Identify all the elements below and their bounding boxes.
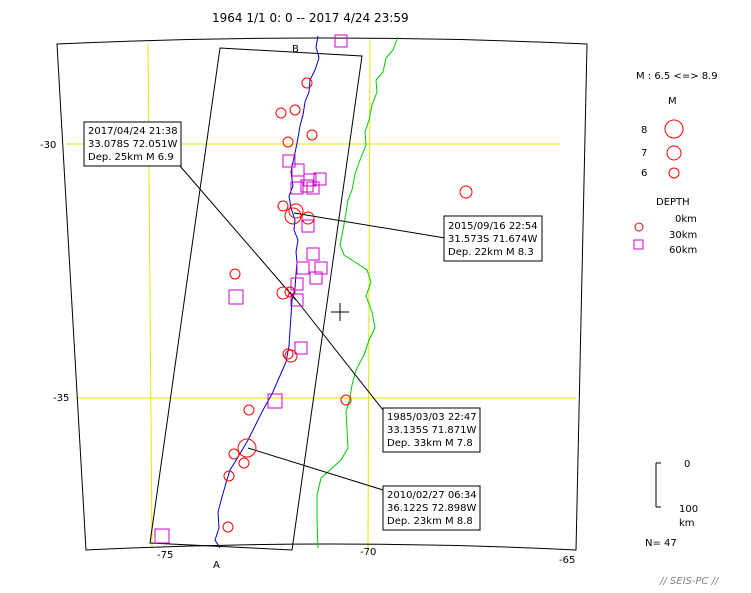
legend-mag-7-label: 7: [641, 148, 647, 159]
legend-mag-6-symbol: [668, 167, 680, 179]
event-deep-13: [290, 277, 304, 291]
cross-section-box: [149, 47, 363, 551]
callout-2010[interactable]: 2010/02/27 06:34 36.122S 72.898W Dep. 23…: [382, 485, 481, 531]
lon-label-70: -70: [360, 547, 376, 558]
event-deep-18: [154, 528, 170, 544]
callout-2010-depth-mag: Dep. 23km M 8.8: [387, 516, 473, 527]
event-shallow-4: [282, 136, 294, 148]
callout-2017[interactable]: 2017/04/24 21:38 33.078S 72.051W Dep. 25…: [83, 121, 182, 167]
event-shallow-7: [284, 207, 302, 225]
event-shallow-17: [237, 438, 257, 458]
map-title: 1964 1/1 0: 0 -- 2017 4/24 23:59: [212, 11, 409, 25]
event-deep-7: [306, 181, 320, 195]
callout-2017-coords: 33.078S 72.051W: [88, 139, 178, 150]
event-shallow-8: [301, 211, 315, 225]
event-shallow-1: [275, 107, 287, 119]
depth-scale-bar: [655, 462, 661, 508]
callout-2015-coords: 31.573S 71.674W: [448, 234, 538, 245]
event-deep-14: [228, 289, 244, 305]
event-shallow-5: [277, 200, 289, 212]
event-shallow-20: [223, 470, 235, 482]
event-deep-6: [290, 181, 304, 195]
event-deep-2: [291, 163, 305, 177]
legend-mag-6-label: 6: [641, 168, 647, 179]
event-shallow-21: [222, 521, 234, 533]
legend-mag-range: M : 6.5 <=> 8.9: [636, 71, 718, 82]
event-deep-10: [296, 261, 310, 275]
callout-1985-coords: 33.135S 71.871W: [387, 425, 477, 436]
event-shallow-19: [228, 448, 240, 460]
event-shallow-12: [284, 286, 296, 298]
event-deep-0: [334, 34, 348, 48]
footer-credit: // SEIS-PC //: [659, 576, 720, 587]
callout-2015-depth-mag: Dep. 22km M 8.3: [448, 247, 534, 258]
event-shallow-0: [301, 77, 313, 89]
legend-depth-0-label: 0km: [675, 214, 697, 225]
meridian-75: [147, 43, 153, 549]
event-shallow-11: [276, 286, 290, 300]
map-frame: [56, 37, 588, 551]
callout-2010-coords: 36.122S 72.898W: [387, 503, 477, 514]
event-deep-16: [294, 341, 308, 355]
event-shallow-6: [288, 203, 304, 219]
meridian-70: [367, 39, 371, 549]
lon-label-75: -75: [157, 550, 173, 561]
section-start-a: A: [213, 560, 220, 571]
depth-scale-bottom: 100: [679, 504, 698, 515]
section-end-b: B: [292, 44, 299, 55]
graticule: [66, 39, 576, 549]
depth-scale-unit: km: [679, 518, 695, 529]
legend-depth-30-symbol: [634, 222, 644, 232]
events-layer: [154, 34, 473, 544]
event-deep-15: [290, 293, 304, 307]
event-deep-17: [267, 393, 283, 409]
event-deep-1: [282, 154, 296, 168]
event-shallow-14: [282, 348, 294, 360]
event-deep-11: [314, 261, 328, 275]
depth-scale-top: 0: [684, 459, 690, 470]
legend-mag-7-symbol: [666, 145, 682, 161]
callout-leaders: [179, 165, 446, 491]
event-shallow-15: [340, 394, 352, 406]
callout-2017-depth-mag: Dep. 25km M 6.9: [88, 152, 174, 163]
legend-mag-8-label: 8: [641, 125, 647, 136]
event-count: N= 47: [645, 538, 677, 549]
event-shallow-9: [459, 185, 473, 199]
callout-2010-date: 2010/02/27 06:34: [387, 490, 477, 501]
callout-2017-date: 2017/04/24 21:38: [88, 126, 178, 137]
event-deep-4: [313, 172, 327, 186]
event-shallow-3: [306, 129, 318, 141]
border-line: [316, 36, 399, 549]
event-shallow-16: [243, 404, 255, 416]
callout-1985-depth-mag: Dep. 33km M 7.8: [387, 438, 473, 449]
lat-label-30: -30: [40, 140, 56, 151]
callout-1985[interactable]: 1985/03/03 22:47 33.135S 71.871W Dep. 33…: [382, 407, 481, 453]
legend-depth-60-label: 60km: [669, 245, 697, 256]
legend-mag-header: M: [668, 96, 677, 107]
event-shallow-18: [238, 457, 250, 469]
event-shallow-10: [229, 268, 241, 280]
event-shallow-2: [289, 104, 301, 116]
lon-label-65: -65: [559, 555, 575, 566]
legend-mag-8-symbol: [664, 119, 684, 139]
callout-2015-date: 2015/09/16 22:54: [448, 221, 538, 232]
legend: M : 6.5 <=> 8.9 M 8 7 6 DEPTH 0km 30km 6…: [633, 71, 718, 549]
legend-depth-30-label: 30km: [669, 230, 697, 241]
legend-depth-header: DEPTH: [656, 197, 690, 208]
legend-depth-60-symbol: [633, 239, 644, 250]
event-deep-12: [309, 271, 323, 285]
callout-2015[interactable]: 2015/09/16 22:54 31.573S 71.674W Dep. 22…: [443, 215, 543, 262]
event-deep-8: [301, 219, 315, 233]
callout-1985-date: 1985/03/03 22:47: [387, 412, 477, 423]
lat-label-35: -35: [53, 393, 69, 404]
event-deep-9: [306, 247, 320, 261]
center-cross: [331, 303, 349, 321]
